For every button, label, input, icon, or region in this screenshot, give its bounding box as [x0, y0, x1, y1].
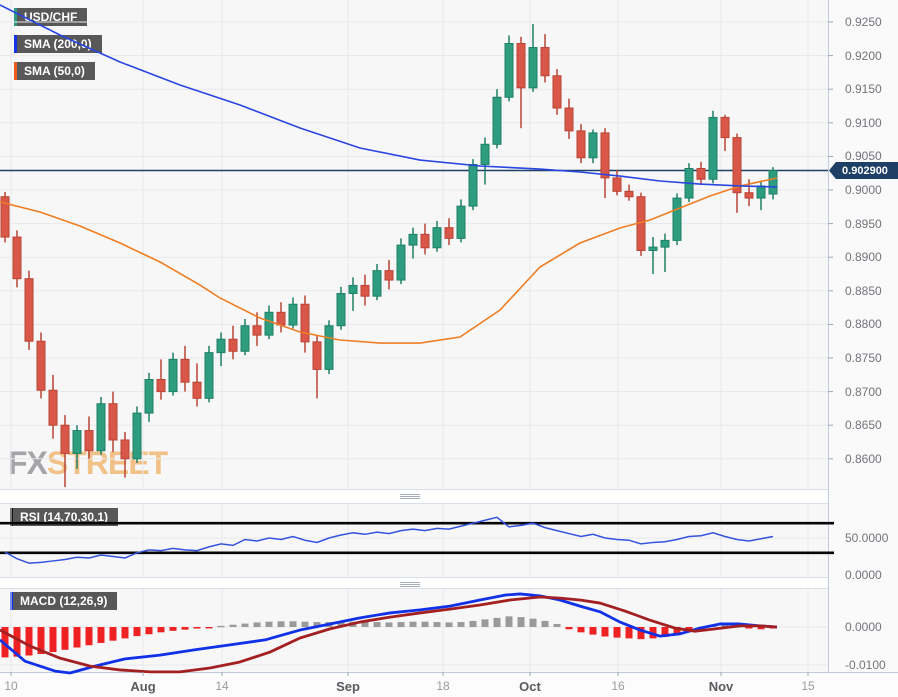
- rsi-indicator-label[interactable]: RSI (14,70,30,1): [10, 508, 119, 526]
- x-axis-label: 15: [801, 679, 815, 693]
- legend-sma200[interactable]: SMA (200,0): [14, 35, 102, 53]
- rsi-tick-label: 50.0000: [845, 531, 889, 545]
- price-tick-label: 0.8900: [845, 250, 882, 265]
- price-tick-label: 0.9000: [845, 183, 882, 197]
- panel-divider-rsi[interactable]: [0, 489, 828, 504]
- legend-sma50-label: SMA (50,0): [24, 64, 85, 78]
- last-price-badge: 0.902900: [829, 162, 898, 179]
- macd-indicator-label[interactable]: MACD (12,26,9): [10, 592, 118, 610]
- price-tick-label: 0.8950: [845, 216, 882, 231]
- panel-divider-macd[interactable]: [0, 577, 828, 589]
- legend-sma50-bar: [14, 62, 17, 80]
- legend-sma50[interactable]: SMA (50,0): [14, 62, 95, 80]
- legend-sma200-label: SMA (200,0): [24, 37, 92, 51]
- price-tick-label: 0.9200: [845, 48, 882, 63]
- x-axis-label: 16: [611, 679, 625, 693]
- macd-tick-label: 0.0000: [845, 620, 882, 634]
- legend-symbol[interactable]: USD/CHF: [14, 8, 88, 26]
- x-axis-label: 10: [4, 679, 18, 693]
- rsi-label-bar: [10, 508, 13, 526]
- macd-panel[interactable]: [0, 589, 828, 672]
- drag-handle-icon[interactable]: [400, 494, 420, 500]
- x-axis-label: Nov: [708, 679, 734, 694]
- price-axis-column[interactable]: 0.9250 0.9200 0.9150 0.9100 0.9050 0.9000 0.89…: [828, 0, 898, 672]
- price-tick-label: 0.8750: [845, 351, 882, 365]
- price-tick-label: 0.8800: [845, 317, 882, 332]
- price-tick-label: 0.8700: [845, 384, 882, 399]
- watermark-street: STREET: [46, 445, 168, 481]
- rsi-tick-label: 0.0000: [845, 568, 882, 582]
- price-tick-label: 0.8650: [845, 418, 882, 433]
- x-axis-label: Aug: [130, 679, 156, 694]
- x-axis-label: Oct: [519, 679, 541, 694]
- last-price-value: 0.902900: [842, 164, 888, 177]
- price-tick-label: 0.9100: [845, 115, 882, 130]
- fxstreet-watermark: FXSTREET: [8, 445, 168, 481]
- price-tick-label: 0.9250: [845, 15, 882, 29]
- macd-label-bar: [10, 592, 13, 610]
- price-panel[interactable]: [0, 0, 828, 489]
- drag-handle-icon[interactable]: [400, 582, 420, 588]
- legend-symbol-label: USD/CHF: [24, 10, 78, 24]
- price-tick-label: 0.9050: [845, 149, 882, 164]
- price-tick-label: 0.8600: [845, 451, 882, 466]
- rsi-panel[interactable]: [0, 504, 828, 577]
- x-axis-label: Sep: [336, 679, 360, 694]
- price-tick-label: 0.9150: [845, 82, 882, 97]
- watermark-fx: FX: [8, 445, 48, 481]
- x-axis-label: 14: [215, 679, 229, 693]
- price-tick-label: 0.8850: [845, 283, 882, 298]
- macd-tick-label: -0.0100: [845, 658, 886, 672]
- rsi-label-text: RSI (14,70,30,1): [20, 510, 109, 524]
- macd-label-text: MACD (12,26,9): [20, 594, 108, 608]
- time-axis[interactable]: 10 Aug 14 Sep 18 Oct 16 Nov 15: [0, 672, 898, 697]
- x-axis-label: 18: [436, 679, 450, 693]
- legend-symbol-bar: [14, 8, 17, 26]
- legend-sma200-bar: [14, 35, 17, 53]
